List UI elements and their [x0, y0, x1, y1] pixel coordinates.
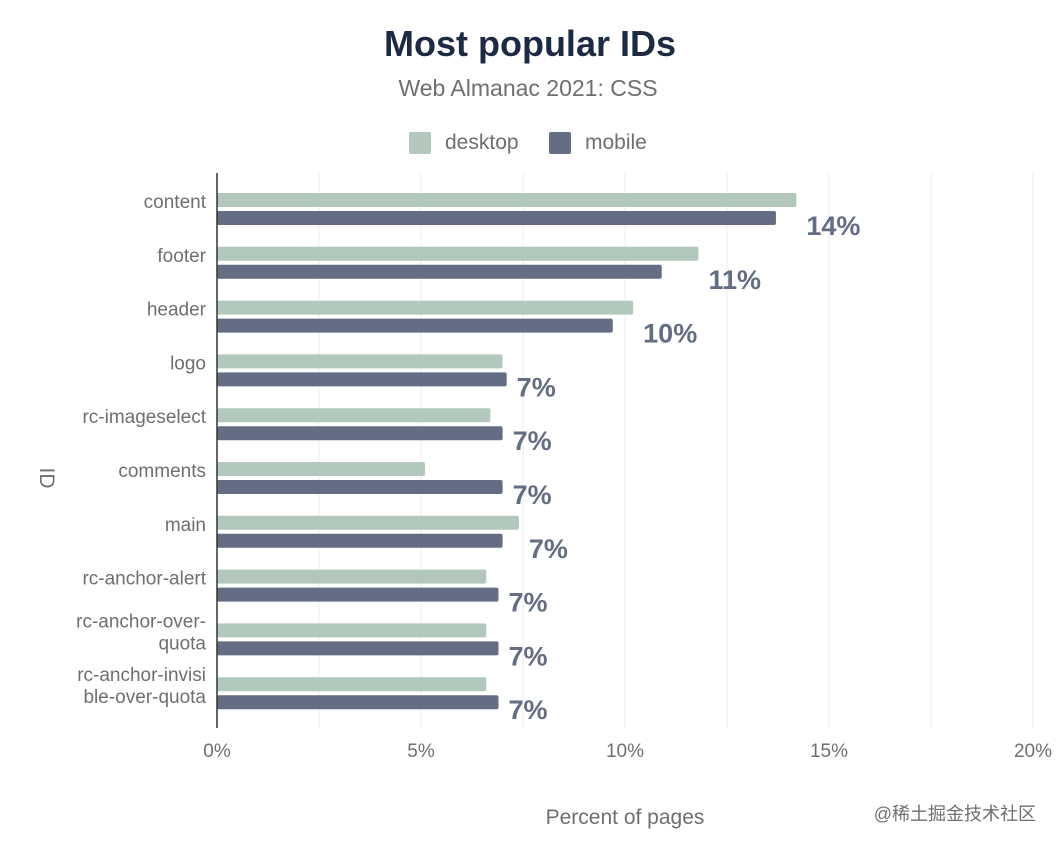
bar-desktop	[217, 569, 487, 584]
y-category-label: rc-anchor-invisi ble-over-quota	[77, 665, 206, 708]
data-label: 7%	[509, 588, 548, 618]
watermark-text: @稀土掘金技术社区	[874, 804, 1036, 824]
x-axis-title: Percent of pages	[546, 806, 705, 829]
y-category-label: rc-imageselect	[82, 407, 206, 428]
data-label: 7%	[509, 695, 548, 725]
data-label: 7%	[529, 534, 568, 564]
bar-mobile	[217, 372, 507, 387]
bar-desktop	[217, 462, 426, 476]
chart-subtitle: Web Almanac 2021: CSS	[398, 75, 657, 101]
legend-swatch-mobile	[549, 132, 571, 154]
data-label: 7%	[513, 480, 552, 510]
x-tick-label: 20%	[1014, 741, 1052, 762]
bar-mobile	[217, 587, 499, 602]
y-axis-title: ID	[35, 468, 58, 489]
x-tick-label: 15%	[810, 741, 848, 762]
y-category-label: logo	[170, 353, 206, 374]
bar-mobile	[217, 264, 662, 279]
bar-desktop	[217, 623, 487, 638]
bar-mobile	[217, 480, 503, 494]
y-category-label: content	[144, 192, 207, 213]
legend-label-desktop: desktop	[445, 131, 519, 154]
x-tick-label: 10%	[606, 741, 644, 762]
y-axis-category-labels: content footer header logo rc-imageselect com…	[76, 192, 207, 708]
bar-mobile	[217, 641, 499, 656]
data-label: 7%	[513, 426, 552, 456]
data-label: 7%	[509, 641, 548, 671]
x-axis-tick-labels: 0% 5% 10% 15% 20%	[203, 741, 1052, 762]
y-category-label: comments	[118, 461, 206, 482]
bar-desktop	[217, 193, 797, 207]
bar-mobile	[217, 695, 499, 710]
bar-mobile	[217, 318, 613, 333]
data-label: 10%	[643, 319, 697, 349]
y-category-label: main	[165, 515, 206, 536]
y-category-label: header	[147, 300, 207, 321]
x-tick-label: 5%	[407, 741, 435, 762]
y-category-label: rc-anchor-alert	[82, 569, 206, 590]
bar-mobile	[217, 211, 776, 225]
bar-desktop	[217, 300, 634, 315]
bar-desktop	[217, 677, 487, 692]
data-label: 11%	[708, 265, 761, 295]
bar-desktop	[217, 408, 491, 423]
y-category-label: footer	[157, 246, 206, 267]
bars	[217, 193, 797, 710]
bar-mobile	[217, 533, 503, 548]
legend: desktop mobile	[409, 131, 647, 154]
data-label: 7%	[517, 372, 556, 402]
bar-desktop	[217, 354, 503, 369]
bar-desktop	[217, 515, 519, 530]
legend-swatch-desktop	[409, 132, 431, 154]
data-labels: 14% 11% 10% 7% 7% 7% 7% 7% 7% 7%	[509, 211, 861, 725]
data-label: 14%	[806, 211, 860, 241]
chart-title: Most popular IDs	[384, 23, 676, 64]
x-tick-label: 0%	[203, 741, 231, 762]
bar-mobile	[217, 426, 503, 441]
y-category-label: rc-anchor-over-quota	[76, 611, 206, 654]
legend-label-mobile: mobile	[585, 131, 647, 154]
bar-desktop	[217, 246, 699, 261]
